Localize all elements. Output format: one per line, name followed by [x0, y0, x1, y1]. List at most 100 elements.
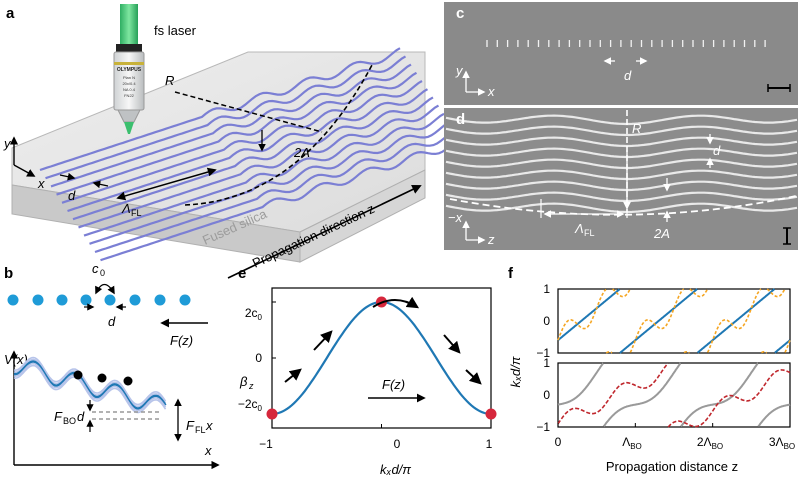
lattice-site-3	[56, 294, 68, 306]
waveguide-cross-sections	[486, 40, 766, 47]
waveguide-track-4	[445, 147, 798, 159]
waveguide-1	[39, 47, 401, 172]
panel-label-e: e	[238, 265, 246, 282]
label-c0-sub: 0	[100, 268, 105, 278]
label-FBO: F	[54, 409, 63, 424]
label-Vx: V(x)	[4, 352, 28, 367]
waveguide-track-7	[445, 180, 798, 192]
e-marker-3	[485, 408, 497, 420]
radius-line	[174, 91, 323, 133]
d-arrow-left	[59, 172, 76, 181]
lattice-site-2	[32, 294, 44, 306]
potential-curve-5	[13, 364, 167, 414]
d-label-2A: 2A	[653, 226, 670, 241]
f-bottom-frame	[557, 362, 791, 428]
label-FFL-sub: FL	[195, 425, 206, 435]
lattice-sites	[7, 294, 191, 306]
waveguide-9	[83, 112, 445, 237]
lattice-site-5	[104, 294, 116, 306]
d-axis-z: z	[487, 232, 495, 247]
lattice-site-1	[7, 294, 19, 306]
label-lambdaFL-sub: FL	[131, 208, 142, 218]
e-arrow-3	[372, 296, 420, 309]
panel-b: b c 0 d F(z) V(x) x F BO d F FL x	[4, 261, 220, 470]
particle-1	[73, 370, 83, 380]
lambdaFL-arrow	[116, 167, 217, 201]
label-FFL-tail: x	[205, 418, 213, 433]
e-plot-frame	[271, 287, 492, 429]
axis-x-label: x	[37, 176, 45, 191]
f-top-blue-series	[557, 288, 791, 354]
panel-c: c d y x	[444, 2, 798, 105]
b-label-x: x	[204, 443, 212, 458]
e-ytick-top: 2c0	[245, 306, 263, 322]
waveguide-8	[78, 104, 440, 229]
b-label-d: d	[108, 314, 116, 329]
f-top-ytick-0: 0	[543, 314, 550, 328]
band-curve	[271, 300, 492, 416]
micrograph-c	[444, 2, 798, 105]
particle-2	[97, 373, 107, 383]
laser-label: fs laser	[154, 23, 197, 38]
f-bottom-red-series	[557, 362, 791, 428]
label-d: d	[68, 188, 76, 203]
d-label-lambdaFL: Λ	[574, 221, 584, 236]
lattice-site-4	[80, 294, 92, 306]
waveguide-11	[94, 129, 456, 254]
d-label-d: d	[713, 143, 721, 158]
potential-curves	[13, 356, 167, 414]
e-ytick-mid: 0	[255, 351, 262, 365]
laser-beam	[120, 4, 138, 48]
f-xtick-1: ΛBO	[622, 435, 642, 451]
waveguide-track-5	[445, 158, 798, 170]
c-axis-x: x	[487, 84, 495, 99]
lattice-site-8	[179, 294, 191, 306]
d-label-lambdaFL-sub: FL	[584, 228, 595, 238]
f-bot-ytick-0: 0	[543, 388, 550, 402]
f-top-ytick-1: 1	[543, 282, 550, 296]
objective-line-3: NA 0.4	[123, 87, 136, 92]
e-ylabel: β	[239, 374, 248, 389]
e-xlabel: kₓd/π	[380, 462, 411, 477]
particle-3	[123, 376, 133, 386]
e-arrow-2	[313, 330, 333, 351]
label-R: R	[165, 73, 174, 88]
f-xlabel: Propagation distance z	[606, 459, 738, 474]
propagation-arrow	[227, 184, 422, 279]
f-xtick-0: 0	[555, 435, 562, 449]
lattice-site-6	[129, 294, 141, 306]
e-label-Fz: F(z)	[382, 377, 405, 392]
f-top-ytick-m1: −1	[536, 346, 550, 360]
waveguide-track-1	[445, 114, 798, 126]
waveguide-track-3	[445, 136, 798, 148]
label-2A: 2A	[293, 145, 310, 160]
panel-label-a: a	[6, 5, 15, 22]
waveguide-3	[50, 63, 412, 188]
objective-band	[114, 62, 144, 65]
objective-line-4: FN22	[124, 93, 135, 98]
e-ytick-bottom: −2c0	[238, 397, 263, 413]
potential-curve-3	[13, 360, 167, 410]
axis-y-label: y	[3, 136, 12, 151]
label-FFL: F	[186, 418, 195, 433]
objective-line-2: 20x/0.4	[122, 81, 136, 86]
potential-curve-4	[13, 362, 167, 412]
label-Fz: F(z)	[170, 333, 193, 348]
e-arrow-4	[443, 334, 461, 354]
f-bot-ytick-1: 1	[543, 356, 550, 370]
f-bot-ytick-m1: −1	[536, 420, 550, 434]
axis-x-arrow	[13, 164, 36, 177]
panel-a: a R OLYMPUS Plan N 20x/0.4 NA 0.4 FN22 f…	[3, 4, 462, 279]
panel-label-c: c	[456, 5, 464, 22]
coupling-arrow	[95, 283, 115, 295]
e-arrow-5	[465, 369, 482, 385]
envelope-curve	[184, 64, 373, 206]
panel-label-f: f	[508, 265, 514, 282]
silica-block-side	[299, 169, 426, 263]
d-arrow-right	[92, 180, 109, 189]
f-curves	[557, 288, 791, 428]
f-xtick-2: 2ΛBO	[697, 435, 723, 451]
e-ylabel-sub: z	[248, 381, 254, 391]
focused-beam	[124, 122, 134, 134]
